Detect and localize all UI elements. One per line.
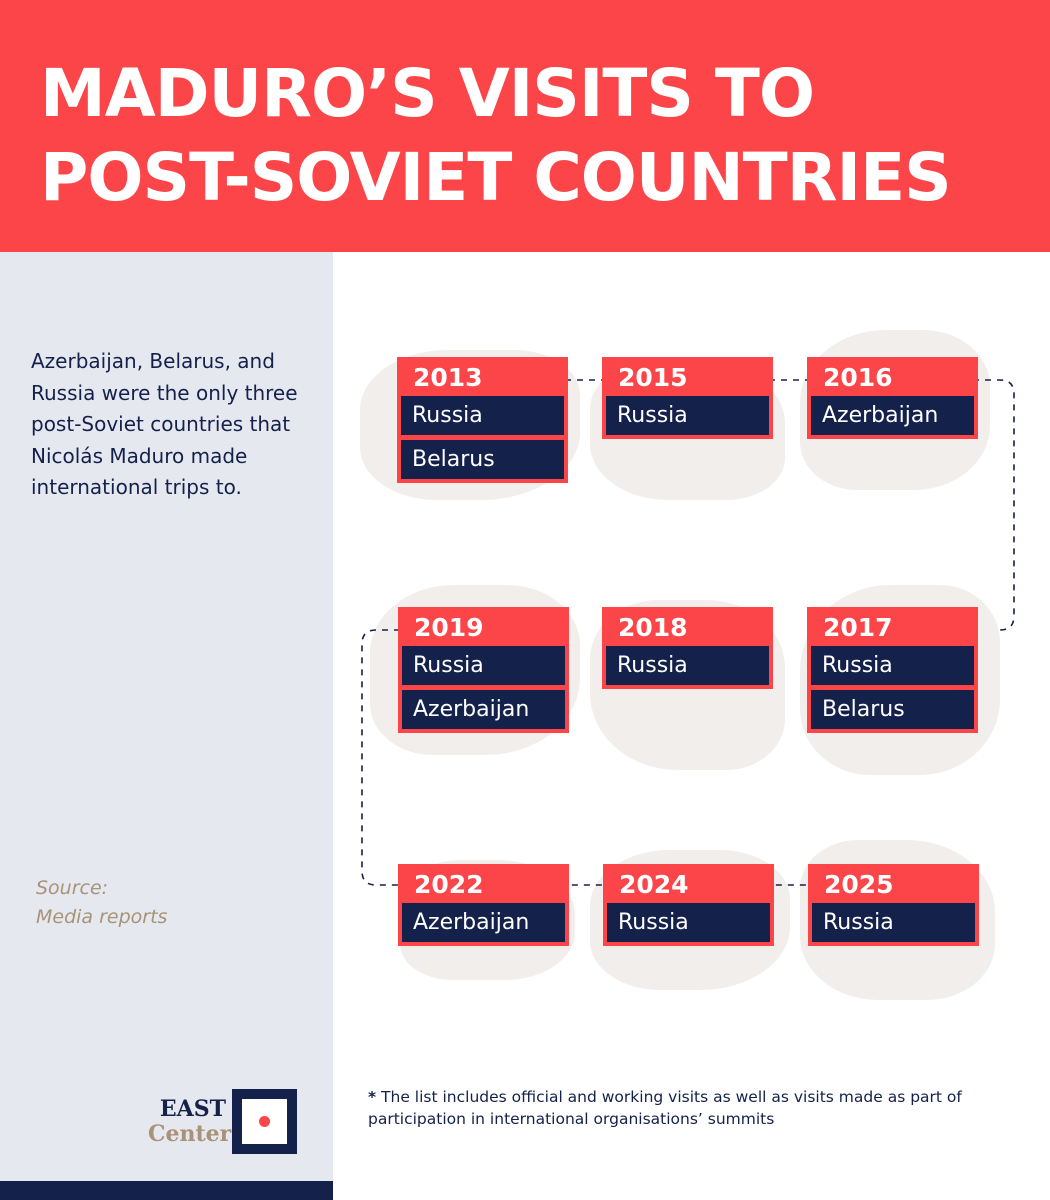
logo-east: EAST [159,1096,226,1122]
visit-year: 2024 [619,870,689,899]
header-banner: MADURO’S VISITS TO POST-SOVIET COUNTRIES [0,0,1050,252]
footnote: * The list includes official and working… [368,1086,1018,1130]
visit-country: Russia [811,646,974,685]
visit-card-2025: 2025 Russia [808,864,979,946]
sidebar-bottom-bar [0,1181,333,1200]
visit-country: Russia [812,903,975,942]
sidebar-panel [0,252,333,1200]
visit-country: Russia [402,646,565,685]
source-value: Media reports [36,906,168,928]
visit-card-2017: 2017 Russia Belarus [807,607,978,733]
visit-card-2019: 2019 Russia Azerbaijan [398,607,569,733]
visit-year: 2016 [823,363,893,392]
intro-text: Azerbaijan, Belarus, and Russia were the… [31,349,298,499]
visit-country: Azerbaijan [811,396,974,435]
visit-country: Russia [606,396,769,435]
visit-year: 2013 [413,363,483,392]
visit-country: Russia [606,646,769,685]
visit-year: 2022 [414,870,484,899]
visit-year: 2019 [414,613,484,642]
visit-country: Azerbaijan [402,690,565,729]
visit-year: 2015 [618,363,688,392]
visit-year: 2017 [823,613,893,642]
visit-card-2022: 2022 Azerbaijan [398,864,569,946]
footnote-star: * [368,1088,377,1106]
footnote-text: The list includes official and working v… [368,1088,962,1128]
visit-country: Belarus [401,440,564,479]
visit-card-2016: 2016 Azerbaijan [807,357,978,439]
visit-country: Belarus [811,690,974,729]
visit-card-2015: 2015 Russia [602,357,773,439]
visit-year: 2025 [824,870,894,899]
source-label: Source: [36,877,109,899]
title-line-1: MADURO’S VISITS TO [40,55,815,132]
visit-country: Azerbaijan [402,903,565,942]
logo-center: Center [148,1121,232,1147]
visit-country: Russia [607,903,770,942]
visit-country: Russia [401,396,564,435]
visit-card-2013: 2013 Russia Belarus [397,357,568,483]
visit-card-2024: 2024 Russia [603,864,774,946]
source-note: Source: Media reports [36,874,167,932]
title-line-2: POST-SOVIET COUNTRIES [40,139,952,216]
visit-year: 2018 [618,613,688,642]
page-title: MADURO’S VISITS TO POST-SOVIET COUNTRIES [40,52,952,220]
logo-wordmark: EAST Center [148,1096,232,1147]
visit-card-2018: 2018 Russia [602,607,773,689]
logo-mark-icon [232,1089,297,1154]
